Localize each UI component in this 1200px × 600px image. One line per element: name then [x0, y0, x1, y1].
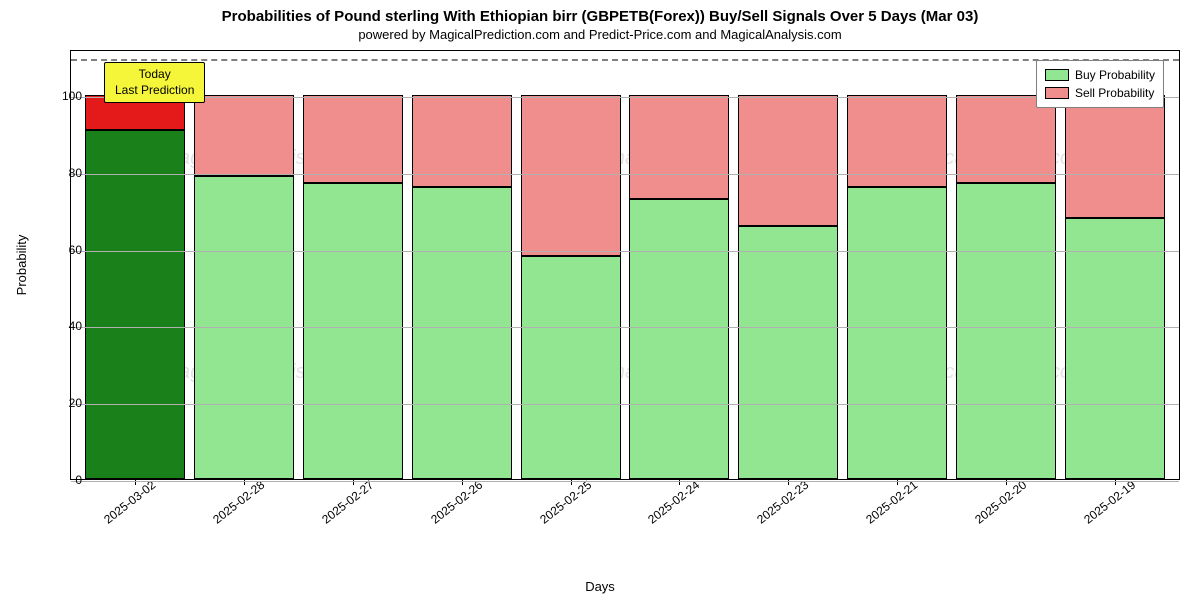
- gridline: [71, 174, 1179, 175]
- sell-bar-segment: [194, 95, 294, 176]
- buy-bar-segment: [85, 130, 185, 479]
- sell-bar-segment: [738, 95, 838, 226]
- x-tick-mark: [679, 479, 680, 485]
- buy-bar-segment: [956, 183, 1056, 479]
- buy-bar-segment: [847, 187, 947, 479]
- sell-bar-segment: [521, 95, 621, 256]
- legend-row: Buy Probability: [1045, 66, 1155, 84]
- bar-stack: [1065, 95, 1165, 479]
- gridline: [71, 97, 1179, 98]
- bar-slot: 2025-02-19: [1060, 51, 1169, 479]
- buy-bar-segment: [412, 187, 512, 479]
- x-tick-label: 2025-02-28: [210, 478, 267, 527]
- bar-stack: [847, 95, 947, 479]
- x-tick-mark: [462, 479, 463, 485]
- y-tick-label: 80: [42, 166, 82, 180]
- x-tick-label: 2025-02-23: [754, 478, 811, 527]
- sell-bar-segment: [303, 95, 403, 183]
- x-tick-label: 2025-02-26: [428, 478, 485, 527]
- chart-subtitle: powered by MagicalPrediction.com and Pre…: [0, 25, 1200, 42]
- buy-bar-segment: [521, 256, 621, 479]
- bar-stack: [85, 95, 185, 479]
- gridline: [71, 327, 1179, 328]
- annotation-line2: Last Prediction: [115, 83, 194, 99]
- chart-container: MagicalAnalysis.comMagicalAnalysis.comMa…: [70, 50, 1180, 480]
- gridline: [71, 404, 1179, 405]
- x-tick-mark: [788, 479, 789, 485]
- buy-bar-segment: [629, 199, 729, 479]
- bar-slot: 2025-03-02: [81, 51, 190, 479]
- bar-slot: 2025-02-25: [516, 51, 625, 479]
- x-tick-label: 2025-02-27: [319, 478, 376, 527]
- bar-stack: [412, 95, 512, 479]
- y-tick-label: 60: [42, 243, 82, 257]
- x-tick-mark: [353, 479, 354, 485]
- y-tick-label: 40: [42, 319, 82, 333]
- x-tick-label: 2025-02-20: [972, 478, 1029, 527]
- y-axis-label: Probability: [14, 235, 29, 296]
- x-tick-label: 2025-02-19: [1081, 478, 1138, 527]
- y-tick-label: 20: [42, 396, 82, 410]
- reference-line: [71, 59, 1179, 61]
- legend: Buy ProbabilitySell Probability: [1036, 60, 1164, 108]
- annotation-line1: Today: [115, 67, 194, 83]
- gridline: [71, 251, 1179, 252]
- legend-swatch: [1045, 69, 1069, 81]
- x-tick-label: 2025-03-02: [102, 478, 159, 527]
- sell-bar-segment: [1065, 95, 1165, 218]
- x-axis-label: Days: [585, 579, 615, 594]
- x-tick-mark: [1115, 479, 1116, 485]
- bar-slot: 2025-02-28: [190, 51, 299, 479]
- x-tick-mark: [897, 479, 898, 485]
- bar-slot: 2025-02-23: [734, 51, 843, 479]
- bar-stack: [303, 95, 403, 479]
- legend-row: Sell Probability: [1045, 84, 1155, 102]
- buy-bar-segment: [1065, 218, 1165, 479]
- gridline: [71, 481, 1179, 482]
- buy-bar-segment: [303, 183, 403, 479]
- y-tick-label: 100: [42, 89, 82, 103]
- x-tick-mark: [571, 479, 572, 485]
- x-tick-mark: [244, 479, 245, 485]
- x-tick-mark: [1006, 479, 1007, 485]
- legend-swatch: [1045, 87, 1069, 99]
- bar-stack: [956, 95, 1056, 479]
- plot-area: MagicalAnalysis.comMagicalAnalysis.comMa…: [70, 50, 1180, 480]
- bar-stack: [738, 95, 838, 479]
- bar-slot: 2025-02-24: [625, 51, 734, 479]
- bars-row: 2025-03-022025-02-282025-02-272025-02-26…: [71, 51, 1179, 479]
- x-tick-mark: [135, 479, 136, 485]
- legend-label: Sell Probability: [1075, 84, 1154, 102]
- chart-title: Probabilities of Pound sterling With Eth…: [0, 0, 1200, 25]
- today-annotation: Today Last Prediction: [104, 62, 205, 103]
- y-tick-label: 0: [42, 473, 82, 487]
- x-tick-label: 2025-02-25: [537, 478, 594, 527]
- bar-slot: 2025-02-21: [843, 51, 952, 479]
- x-tick-label: 2025-02-21: [863, 478, 920, 527]
- bar-stack: [194, 95, 294, 479]
- sell-bar-segment: [629, 95, 729, 199]
- legend-label: Buy Probability: [1075, 66, 1155, 84]
- bar-stack: [521, 95, 621, 479]
- bar-slot: 2025-02-20: [951, 51, 1060, 479]
- buy-bar-segment: [738, 226, 838, 479]
- bar-slot: 2025-02-26: [407, 51, 516, 479]
- x-tick-label: 2025-02-24: [646, 478, 703, 527]
- sell-bar-segment: [956, 95, 1056, 183]
- bar-stack: [629, 95, 729, 479]
- bar-slot: 2025-02-27: [299, 51, 408, 479]
